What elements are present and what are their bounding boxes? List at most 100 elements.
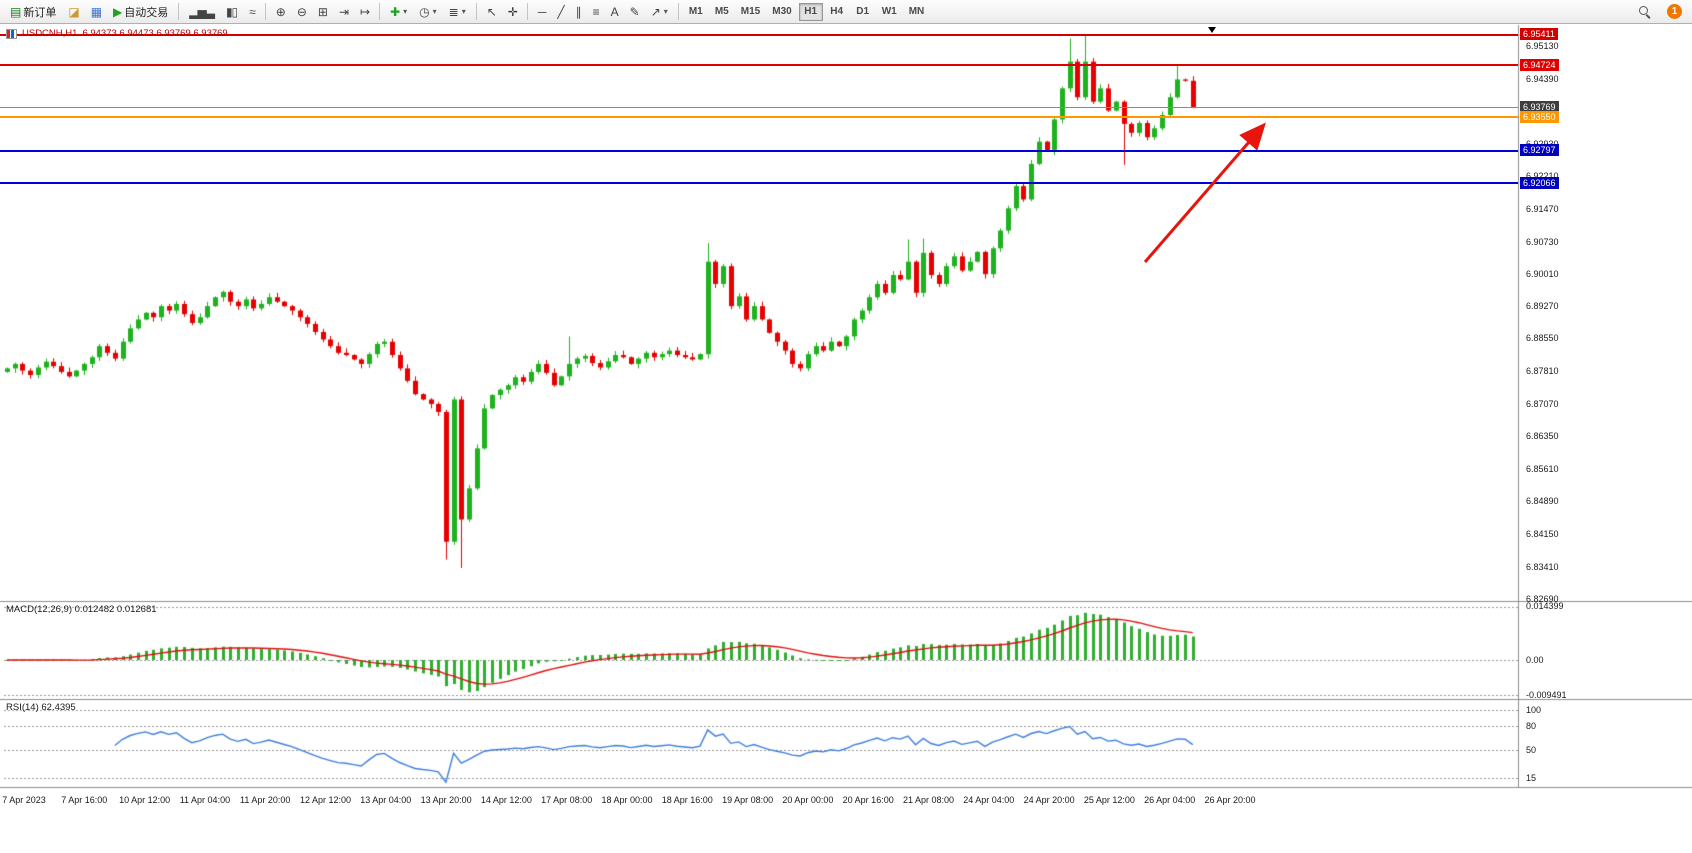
zoom-in-icon: ⊕	[275, 4, 286, 19]
time-axis-label: 20 Apr 16:00	[842, 795, 894, 805]
price-level-box: 6.92797	[1520, 144, 1559, 157]
price-level-box: 6.95411	[1520, 28, 1558, 40]
horizontal-line-icon: ─	[537, 4, 546, 19]
tile-windows-button[interactable]: ⊞	[313, 2, 332, 22]
new-chart-button[interactable]: ✚ ▾	[385, 2, 412, 22]
price-level-box: 6.93769	[1520, 100, 1559, 113]
autotrade-button[interactable]: ▶ 自动交易	[108, 2, 173, 22]
trend-arrow[interactable]	[1135, 117, 1272, 272]
candlestick-chart-button[interactable]: ▮▯	[221, 2, 242, 22]
crosshair-button[interactable]: ✛	[503, 2, 522, 22]
timeframe-h4[interactable]: H4	[825, 3, 849, 21]
price-axis-label: 6.86350	[1526, 431, 1559, 442]
text-icon: A	[610, 4, 619, 19]
chart-shift-marker[interactable]	[1208, 27, 1216, 33]
timeframe-m5[interactable]: M5	[710, 3, 734, 21]
timeframe-d1[interactable]: D1	[851, 3, 875, 21]
timeframe-m1[interactable]: M1	[684, 3, 708, 21]
search-icon	[1638, 5, 1651, 18]
rsi-axis-label: 100	[1526, 704, 1542, 715]
tile-windows-icon: ⊞	[317, 4, 328, 19]
price-level-box: 6.92066	[1520, 176, 1559, 189]
horizontal-line-button[interactable]: ─	[533, 2, 551, 22]
time-axis-label: 10 Apr 12:00	[119, 795, 171, 805]
shift-chart-button[interactable]: ↦	[355, 2, 374, 22]
price-axis-label: 6.85610	[1526, 464, 1559, 475]
chart-window-icon	[6, 28, 17, 39]
macd-axis-label: 0.014399	[1526, 601, 1564, 612]
time-axis-label: 13 Apr 20:00	[420, 795, 472, 805]
toolbar-separator	[677, 3, 679, 20]
price-level-line[interactable]	[0, 149, 1518, 152]
time-axis-label: 18 Apr 00:00	[601, 795, 653, 805]
zoom-out-button[interactable]: ⊖	[292, 2, 311, 22]
time-axis-label: 7 Apr 16:00	[61, 795, 108, 805]
price-level-line[interactable]	[0, 106, 1518, 108]
chart-title: USDCNH,H1 6.94373 6.94473 6.93769 6.9376…	[6, 28, 228, 39]
fibonacci-icon: ≡	[592, 4, 600, 19]
timeframe-h1[interactable]: H1	[798, 2, 823, 21]
price-level-line[interactable]	[0, 116, 1518, 119]
fibonacci-button[interactable]: ≡	[588, 2, 604, 22]
price-axis-label: 6.88550	[1526, 333, 1559, 344]
data-window-icon: ▦	[90, 4, 102, 19]
toolbar-separator	[475, 3, 477, 20]
time-axis-label: 18 Apr 16:00	[661, 795, 713, 805]
cursor-button[interactable]: ↖	[482, 2, 501, 22]
template-button[interactable]: ≣ ▾	[444, 2, 471, 22]
timeframe-mn[interactable]: MN	[904, 3, 930, 21]
price-level-line[interactable]	[0, 182, 1518, 185]
zoom-in-button[interactable]: ⊕	[271, 2, 290, 22]
toolbar-separator	[379, 3, 381, 20]
price-axis-label: 6.87070	[1526, 399, 1559, 410]
price-level-box: 6.94724	[1520, 58, 1559, 71]
timeframe-m15[interactable]: M15	[736, 3, 765, 21]
toolbar-separator	[526, 3, 528, 20]
timeframe-w1[interactable]: W1	[877, 3, 902, 21]
arrows-button[interactable]: ↗ ▾	[646, 2, 673, 22]
zoom-out-icon: ⊖	[296, 4, 307, 19]
shift-chart-icon: ↦	[360, 4, 370, 19]
price-axis-label: 6.84890	[1526, 496, 1559, 507]
search-button[interactable]	[1633, 2, 1656, 22]
rsi-current-value: 62.4395	[41, 702, 76, 713]
auto-scroll-button[interactable]: ⇥	[334, 2, 353, 22]
toolbar-separator	[264, 3, 266, 20]
price-axis-label: 6.90010	[1526, 268, 1559, 279]
equidistant-channel-button[interactable]: ∥	[571, 2, 586, 22]
toolbar-separator	[178, 3, 180, 20]
bar-chart-button[interactable]: ▂▅▃	[184, 2, 219, 22]
new-chart-icon: ✚	[390, 4, 400, 19]
time-axis-label: 14 Apr 12:00	[480, 795, 532, 805]
text-label-button[interactable]: ✎	[625, 2, 644, 22]
price-level-line[interactable]	[0, 33, 1518, 36]
time-axis-label: 12 Apr 12:00	[299, 795, 352, 805]
time-axis-label: 7 Apr 2023	[2, 795, 46, 805]
toolbar-button-groups: ▤ 新订单 ◪ ▦ ▶ 自动交易 ▂▅▃ ▮▯ ≈ ⊕ ⊖ ⊞ ⇥ ↦ ✚ ▾ ◷ ▾ ≣ ▾ ↖ ✛ ─ ╱ ∥ ≡ A ✎ ↗ ▾	[4, 2, 674, 22]
rsi-name: RSI(14)	[6, 702, 39, 713]
autotrade-icon: ▶	[113, 4, 122, 19]
price-axis-label: 6.92930	[1526, 139, 1559, 149]
autotrade-label: 自动交易	[124, 6, 169, 19]
timeframe-m30[interactable]: M30	[767, 3, 796, 21]
data-window-button[interactable]: ▦	[86, 2, 106, 22]
macd-axis-label: 0.00	[1526, 654, 1544, 665]
time-axis-label: 24 Apr 20:00	[1023, 795, 1075, 805]
auto-scroll-icon: ⇥	[338, 4, 349, 19]
trendline-button[interactable]: ╱	[552, 2, 568, 22]
time-axis-label: 25 Apr 12:00	[1083, 795, 1135, 805]
period-button[interactable]: ◷ ▾	[414, 2, 442, 22]
time-axis-label: 19 Apr 08:00	[722, 795, 774, 805]
notification-badge[interactable]: 1	[1667, 4, 1682, 19]
macd-axis-label: -0.009491	[1526, 689, 1567, 700]
trendline-icon: ╱	[557, 4, 564, 19]
line-chart-button[interactable]: ≈	[244, 2, 260, 22]
new-order-button[interactable]: ▤ 新订单	[5, 2, 61, 22]
time-axis-label: 17 Apr 08:00	[541, 795, 593, 805]
text-button[interactable]: A	[606, 2, 623, 22]
price-level-line[interactable]	[0, 64, 1518, 67]
time-axis-label: 20 Apr 00:00	[782, 795, 834, 805]
market-watch-button[interactable]: ◪	[63, 2, 83, 22]
period-icon: ◷	[419, 4, 430, 19]
